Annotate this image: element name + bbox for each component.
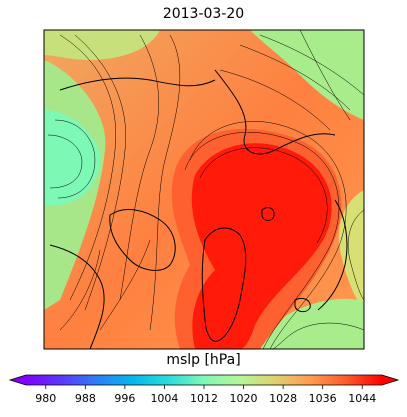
colorbar-tick-label: 988 <box>75 392 96 405</box>
coastline-siberia <box>214 69 336 155</box>
map-title: 2013-03-20 <box>162 6 245 22</box>
colorbar-tick-label: 1028 <box>269 392 297 405</box>
colorbar-tick-label: 996 <box>114 392 135 405</box>
coastline-canada-mainland <box>49 244 105 349</box>
colorbar-tick-label: 1012 <box>190 392 218 405</box>
low-pressure-core-west <box>44 110 100 205</box>
coastline-canadian-archipelago <box>109 209 176 271</box>
low-pressure-region-northeast <box>250 30 364 120</box>
colorbar-ticks: 980 988 996 1004 1012 1020 1028 1036 1044 <box>35 385 376 405</box>
coastline-scandinavia <box>317 199 348 311</box>
pressure-field <box>44 30 364 349</box>
coastline-greenland <box>201 227 247 342</box>
colorbar-tick-label: 1044 <box>348 392 376 405</box>
low-pressure-region-south <box>250 298 364 349</box>
colorbar-body <box>26 375 382 385</box>
low-pressure-region-northwest <box>44 30 160 60</box>
map-frame <box>43 29 365 350</box>
coastlines <box>49 69 348 349</box>
high-pressure-core <box>191 143 332 349</box>
coastline-alaska-siberia <box>59 77 216 91</box>
colorbar-tick-label: 1004 <box>150 392 178 405</box>
colorbar: 980 988 996 1004 1012 1020 1028 1036 1044 <box>8 374 400 405</box>
colorbar-tick-label: 1036 <box>309 392 337 405</box>
coastline-svalbard <box>261 207 275 221</box>
colorbar-tick-label: 1020 <box>230 392 258 405</box>
colorbar-label: mslp [hPa] <box>166 352 241 368</box>
colorbar-tick-label: 980 <box>35 392 56 405</box>
colorbar-extend-max <box>382 375 398 385</box>
coastline-iceland <box>294 297 311 313</box>
low-pressure-region-east <box>338 190 364 310</box>
colorbar-extend-min <box>10 375 26 385</box>
